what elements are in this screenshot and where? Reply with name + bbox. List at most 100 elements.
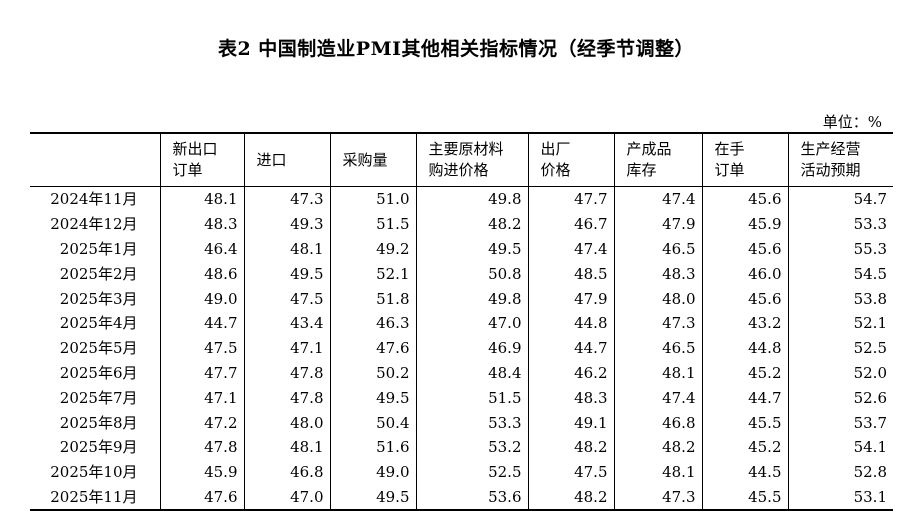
value-cell: 53.3 xyxy=(787,211,893,237)
value-cell: 48.3 xyxy=(527,385,614,411)
header-label: 采购量 xyxy=(342,150,388,169)
value-cell: 45.2 xyxy=(701,434,788,460)
header-label: 主要原材料 xyxy=(428,140,504,158)
value-cell: 49.5 xyxy=(243,261,330,287)
header-label: 在手 xyxy=(714,140,745,158)
value-cell: 47.5 xyxy=(159,335,244,361)
value-cell: 48.1 xyxy=(243,434,330,460)
value-cell: 52.5 xyxy=(787,335,893,361)
header-column: 出厂 价格 xyxy=(527,132,614,187)
month-cell: 2025年8月 xyxy=(59,413,138,432)
header-label: 价格 xyxy=(540,161,571,179)
value-cell: 53.8 xyxy=(787,286,893,311)
header-column: 进口 xyxy=(243,132,330,187)
value-cell: 53.2 xyxy=(415,434,528,460)
table-title: 表2 中国制造业PMI其他相关指标情况（经季节调整） xyxy=(217,38,695,60)
value-cell: 47.9 xyxy=(613,211,702,237)
month-cell: 2025年2月 xyxy=(59,264,138,283)
value-cell: 48.2 xyxy=(527,434,614,460)
value-cell: 54.5 xyxy=(787,261,893,287)
value-cell: 51.5 xyxy=(329,211,416,237)
value-cell: 51.5 xyxy=(415,385,528,411)
header-label: 出厂 xyxy=(540,140,571,158)
value-cell: 49.8 xyxy=(415,286,528,311)
value-cell: 47.9 xyxy=(527,286,614,311)
value-cell: 48.0 xyxy=(243,410,330,435)
value-cell: 45.9 xyxy=(159,459,244,485)
value-cell: 52.5 xyxy=(415,459,528,485)
month-cell: 2025年7月 xyxy=(59,388,138,407)
month-cell: 2025年5月 xyxy=(59,339,138,358)
header-row: 新出口 订单 进口 采购量 主要原材料 购进价格 出厂 价格 产成品 库存 在手 订单 生产经营 活动预期 xyxy=(30,132,893,187)
month-cell: 2025年11月 xyxy=(30,484,160,512)
table-row: 2025年2月 48.6 49.5 52.1 50.8 48.5 48.3 46.0 54.5 xyxy=(30,261,893,287)
header-label: 订单 xyxy=(714,161,745,179)
month-cell: 2025年10月 xyxy=(50,463,138,482)
table-body: 2024年11月 48.1 47.3 51.0 49.8 47.7 47.4 45.6 54.7… xyxy=(30,186,893,512)
value-cell: 52.1 xyxy=(329,261,416,287)
table-row: 2025年7月 47.1 47.8 49.5 51.5 48.3 47.4 44.7 52.6 xyxy=(30,385,893,411)
value-cell: 47.4 xyxy=(613,385,702,411)
header-label: 生产经营 xyxy=(800,140,861,158)
table-row: 2025年6月 47.7 47.8 50.2 48.4 46.2 48.1 45.2 52.0 xyxy=(30,360,893,386)
value-cell: 47.3 xyxy=(613,484,702,512)
value-cell: 48.1 xyxy=(243,236,330,262)
value-cell: 54.1 xyxy=(787,434,893,460)
value-cell: 44.7 xyxy=(527,335,614,361)
value-cell: 48.3 xyxy=(613,261,702,287)
value-cell: 47.8 xyxy=(159,434,244,460)
value-cell: 48.4 xyxy=(415,360,528,386)
value-cell: 55.3 xyxy=(787,236,893,262)
header-column: 主要原材料 购进价格 xyxy=(415,132,528,187)
header-column: 新出口 订单 xyxy=(159,132,244,187)
value-cell: 53.7 xyxy=(787,410,893,435)
value-cell: 45.9 xyxy=(701,211,788,237)
header-label: 进口 xyxy=(256,150,287,169)
value-cell: 47.1 xyxy=(159,385,244,411)
value-cell: 46.3 xyxy=(329,310,416,336)
value-cell: 48.5 xyxy=(527,261,614,287)
value-cell: 47.8 xyxy=(243,385,330,411)
header-column: 生产经营 活动预期 xyxy=(787,132,893,187)
value-cell: 47.4 xyxy=(527,236,614,262)
unit-label: 单位：% xyxy=(822,113,882,131)
header-label: 活动预期 xyxy=(800,161,861,179)
value-cell: 47.0 xyxy=(243,484,330,512)
value-cell: 46.7 xyxy=(527,211,614,237)
table-row: 2025年8月 47.2 48.0 50.4 53.3 49.1 46.8 45.5 53.7 xyxy=(30,410,893,435)
value-cell: 53.6 xyxy=(415,484,528,512)
value-cell: 45.5 xyxy=(701,484,788,512)
value-cell: 51.8 xyxy=(329,286,416,311)
value-cell: 46.4 xyxy=(159,236,244,262)
value-cell: 47.3 xyxy=(613,310,702,336)
month-cell: 2024年12月 xyxy=(50,215,138,234)
table-row: 2025年4月 44.7 43.4 46.3 47.0 44.8 47.3 43.2 52.1 xyxy=(30,310,893,336)
value-cell: 47.7 xyxy=(159,360,244,386)
value-cell: 48.1 xyxy=(613,360,702,386)
value-cell: 48.1 xyxy=(159,186,244,212)
table-row: 2025年11月 47.6 47.0 49.5 53.6 48.2 47.3 45.5 53.1 xyxy=(30,484,893,512)
value-cell: 52.0 xyxy=(787,360,893,386)
value-cell: 45.2 xyxy=(701,360,788,386)
value-cell: 44.8 xyxy=(527,310,614,336)
pmi-table: 新出口 订单 进口 采购量 主要原材料 购进价格 出厂 价格 产成品 库存 在手 订单 生产经营 活动预期… xyxy=(30,132,893,512)
value-cell: 47.8 xyxy=(243,360,330,386)
value-cell: 52.1 xyxy=(787,310,893,336)
value-cell: 45.6 xyxy=(701,186,788,212)
value-cell: 46.0 xyxy=(701,261,788,287)
value-cell: 48.2 xyxy=(527,484,614,512)
value-cell: 50.2 xyxy=(329,360,416,386)
value-cell: 47.6 xyxy=(159,484,244,512)
table-row: 2025年3月 49.0 47.5 51.8 49.8 47.9 48.0 45.6 53.8 xyxy=(30,286,893,311)
value-cell: 44.7 xyxy=(159,310,244,336)
value-cell: 49.0 xyxy=(159,286,244,311)
value-cell: 44.7 xyxy=(701,385,788,411)
value-cell: 49.5 xyxy=(329,385,416,411)
value-cell: 47.0 xyxy=(415,310,528,336)
value-cell: 49.5 xyxy=(329,484,416,512)
value-cell: 48.2 xyxy=(415,211,528,237)
value-cell: 49.0 xyxy=(329,459,416,485)
month-cell: 2025年1月 xyxy=(59,239,138,258)
value-cell: 48.2 xyxy=(613,434,702,460)
value-cell: 52.6 xyxy=(787,385,893,411)
